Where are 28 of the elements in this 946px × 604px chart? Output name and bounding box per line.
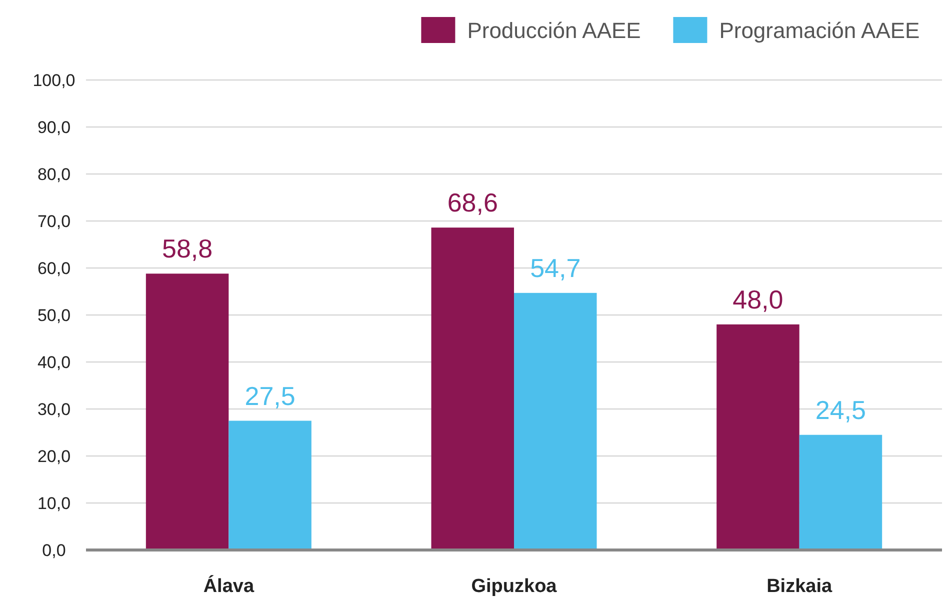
- data-label: 27,5: [244, 380, 296, 411]
- bar: [514, 292, 597, 550]
- legend-label: Producción AAEE: [467, 18, 641, 43]
- y-tick-label: 10,0: [37, 494, 71, 513]
- y-tick-label: 50,0: [37, 306, 71, 325]
- bar: [716, 324, 800, 550]
- y-tick-label: 0,0: [42, 541, 66, 560]
- data-label: 54,7: [530, 252, 581, 283]
- data-label: 58,8: [162, 234, 213, 264]
- y-tick-label: 90,0: [37, 118, 71, 137]
- y-tick-label: 20,0: [37, 447, 71, 466]
- bar: [799, 434, 882, 550]
- bar: [228, 420, 312, 550]
- y-tick-label: 100,0: [32, 71, 76, 90]
- y-tick-label: 40,0: [37, 353, 71, 372]
- legend-label: Programación AAEE: [719, 18, 920, 43]
- x-tick-label: Álava: [203, 575, 254, 597]
- data-label: 48,0: [732, 284, 784, 314]
- x-tick-label: Bizkaia: [766, 576, 833, 597]
- y-tick-label: 30,0: [37, 400, 71, 419]
- bar: [146, 274, 229, 550]
- y-tick-label: 60,0: [37, 259, 71, 278]
- y-tick-label: 80,0: [37, 165, 71, 184]
- data-label: 68,6: [447, 188, 498, 218]
- bar: [431, 228, 514, 550]
- x-tick-label: Gipuzkoa: [471, 576, 558, 597]
- y-tick-label: 70,0: [37, 212, 71, 231]
- data-label: 24,5: [815, 394, 866, 425]
